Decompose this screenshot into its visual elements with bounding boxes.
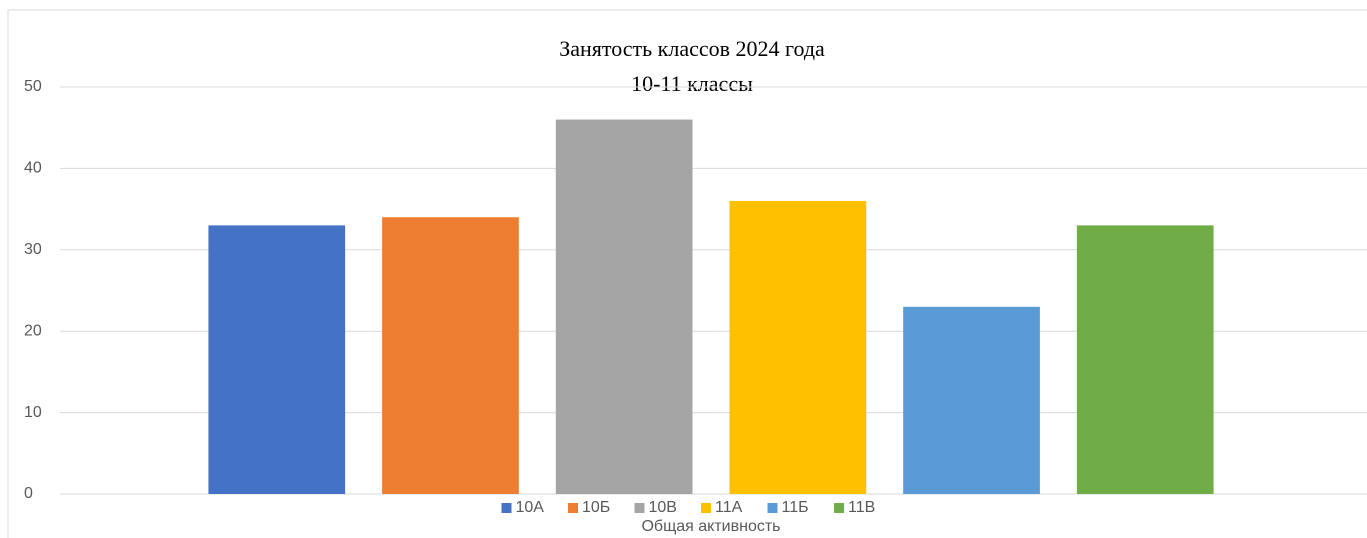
bar bbox=[903, 306, 1040, 494]
y-tick-label: 10 bbox=[24, 404, 42, 421]
bar bbox=[729, 200, 867, 494]
y-tick-label: 50 bbox=[24, 78, 42, 95]
bar bbox=[555, 119, 693, 494]
y-tick-label: 30 bbox=[24, 241, 42, 258]
bar bbox=[382, 217, 519, 495]
y-tick-label: 40 bbox=[24, 160, 42, 177]
legend-swatch bbox=[701, 503, 711, 513]
y-tick-label: 20 bbox=[24, 322, 42, 339]
y-tick-label: 0 bbox=[24, 485, 33, 502]
legend-label: 11А bbox=[715, 499, 743, 516]
legend-label: 11Б bbox=[782, 499, 809, 516]
chart-title: Занятость классов 2024 года bbox=[559, 36, 825, 61]
legend-label: 10А bbox=[516, 499, 545, 516]
bar bbox=[1076, 225, 1214, 494]
legend-swatch bbox=[767, 503, 778, 513]
legend-swatch bbox=[501, 503, 512, 513]
legend-label: 10Б bbox=[582, 499, 610, 516]
bar bbox=[208, 225, 346, 494]
legend-label: 10В bbox=[649, 499, 677, 516]
legend-swatch bbox=[634, 503, 645, 513]
legend-label: 11В bbox=[848, 499, 875, 516]
legend-swatch bbox=[568, 503, 578, 513]
chart-subtitle: 10-11 классы bbox=[631, 71, 753, 96]
legend-swatch bbox=[834, 503, 844, 513]
x-tick-label: Общая активность bbox=[641, 518, 780, 535]
